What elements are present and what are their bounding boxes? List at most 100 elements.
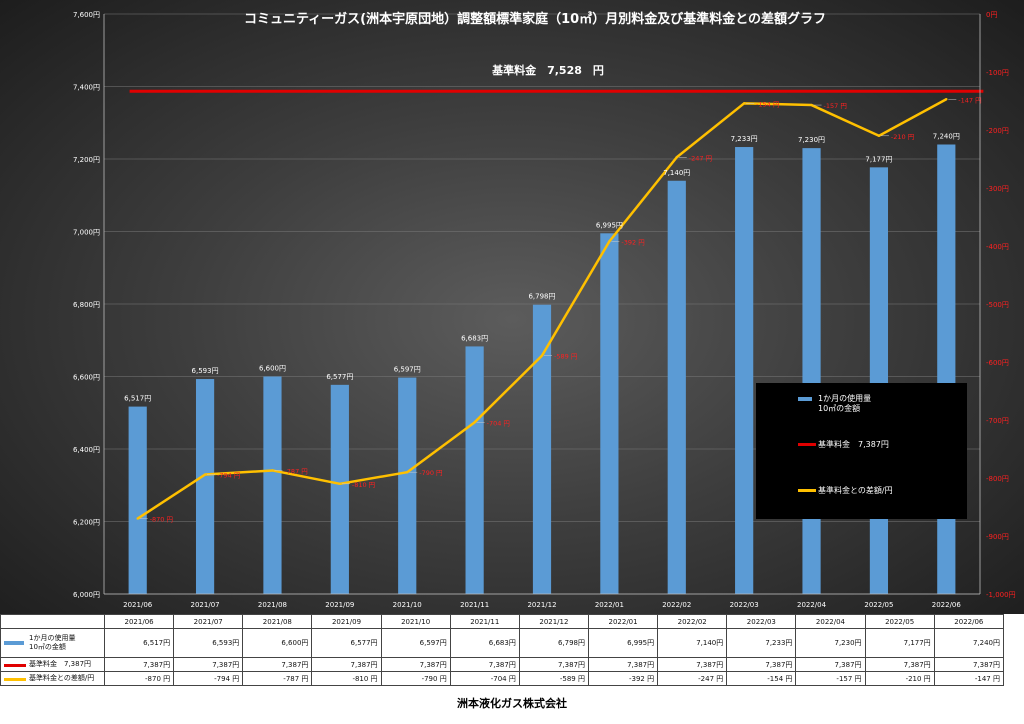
table-cell: 6,577円: [311, 628, 382, 658]
bar-data-label: 6,600円: [259, 365, 286, 373]
table-cell: -790 円: [380, 671, 451, 686]
table-cell: 7,240円: [933, 628, 1005, 658]
data-table: 2021/06 2021/07 2021/08 2021/09 2021/10 …: [0, 614, 1005, 686]
table-body: 1か月の使用量 10㎥の金額 6,517円 6,593円 6,600円 6,577円 6,…: [0, 628, 1005, 686]
bar: [465, 346, 484, 594]
difference-point: [877, 134, 881, 137]
table-cell: 7,233円: [726, 628, 797, 658]
bar: [802, 148, 821, 594]
table-cell: 7,387円: [864, 657, 935, 672]
difference-data-label: -704 円: [487, 419, 510, 427]
right-tick-label: 0円: [986, 11, 997, 19]
table-cell: -210 円: [864, 671, 935, 686]
left-tick-label: 7,000円: [73, 229, 100, 237]
left-tick-label: 7,200円: [73, 156, 100, 164]
table-header: 2021/07: [173, 614, 244, 629]
right-tick-label: -600円: [986, 359, 1009, 367]
line-series: [129, 89, 984, 520]
table-cell: -154 円: [726, 671, 797, 686]
x-tick-label: 2022/06: [932, 601, 962, 609]
table-cell: -794 円: [173, 671, 244, 686]
difference-point: [675, 156, 678, 159]
bar: [532, 304, 552, 594]
bar: [735, 147, 754, 594]
axes: 6,000円 6,200円 6,400円 6,600円 6,800円 7,000円 7,20…: [73, 11, 1016, 609]
difference-point: [608, 240, 611, 243]
table-cell: -704 円: [449, 671, 520, 686]
table-cell: 7,387円: [242, 657, 313, 672]
legend-diff-swatch: [798, 489, 816, 492]
bar-series: [128, 144, 956, 594]
table-header: 2022/01: [587, 614, 659, 629]
bar: [195, 379, 215, 594]
table-cell: 7,387円: [311, 657, 382, 672]
difference-data-label: -247 円: [689, 154, 712, 162]
bar: [869, 167, 889, 594]
difference-data-label: -392 円: [621, 238, 644, 246]
table-cell: 7,140円: [657, 628, 728, 658]
bar: [667, 180, 686, 594]
difference-point: [540, 354, 544, 357]
table-header: 2022/04: [795, 614, 866, 629]
difference-point: [742, 102, 746, 105]
table-header: 2021/11: [449, 614, 520, 629]
x-tick-label: 2022/04: [797, 601, 827, 609]
bar-data-label: 6,517円: [124, 395, 151, 403]
bar-data-label: 7,177円: [865, 155, 892, 163]
x-tick-label: 2021/10: [393, 601, 422, 609]
table-cell: 6,517円: [103, 628, 175, 658]
table-header: 2021/10: [380, 614, 451, 629]
difference-data-label: -157 円: [824, 102, 847, 110]
difference-data-label: -154 円: [756, 100, 779, 108]
right-tick-label: -700円: [986, 417, 1009, 425]
table-row-swatch: [4, 641, 24, 645]
table-header: 2022/02: [657, 614, 728, 629]
table-cell: -810 円: [311, 671, 382, 686]
x-tick-label: 2021/08: [258, 601, 287, 609]
table-cell: -589 円: [518, 671, 589, 686]
table-row-label: 基準料金との差額/円: [0, 671, 105, 686]
table-cell: -157 円: [795, 671, 866, 686]
table-cell: 6,600円: [242, 628, 313, 658]
bar-data-label: 7,140円: [663, 169, 690, 177]
legend-item-bar: 1か月の使用量 10㎥の金額: [756, 393, 967, 423]
table-row-swatch: [4, 663, 26, 667]
right-tick-label: -900円: [986, 533, 1009, 541]
table-row-label-text: 1か月の使用量 10㎥の金額: [29, 634, 76, 651]
bar: [600, 233, 619, 594]
right-tick-label: -400円: [986, 243, 1009, 251]
difference-point: [406, 471, 409, 474]
table-cell: 7,387円: [173, 657, 244, 672]
table-corner: [0, 614, 105, 629]
left-tick-label: 7,400円: [73, 84, 100, 92]
table-cell: 7,387円: [380, 657, 451, 672]
legend-bar-swatch: [798, 397, 812, 401]
chart-title: コミュニティーガス(洲本宇原団地）調整額標準家庭（10㎥）月別料金及び基準料金と…: [244, 11, 826, 27]
difference-data-label: -210 円: [891, 133, 914, 141]
right-tick-label: -300円: [986, 185, 1009, 193]
difference-point: [136, 517, 139, 520]
difference-point: [945, 98, 948, 101]
table-cell: 7,387円: [518, 657, 589, 672]
table-cell: 7,387円: [449, 657, 520, 672]
table-cell: -787 円: [242, 671, 313, 686]
table-cell: 6,597円: [380, 628, 451, 658]
chart-subtitle: 基準料金 7,528 円: [491, 63, 604, 77]
company-name: 洲本液化ガス株式会社: [457, 697, 567, 710]
difference-point: [203, 473, 207, 476]
table-row: 1か月の使用量 10㎥の金額 6,517円 6,593円 6,600円 6,577円 6,…: [0, 628, 1005, 658]
left-tick-label: 6,400円: [73, 446, 100, 454]
gridlines: [104, 13, 980, 595]
bar-data-label: 6,798円: [528, 293, 555, 301]
legend-label-bar: 1か月の使用量 10㎥の金額: [818, 394, 872, 413]
legend-label-base: 基準料金 7,387円: [818, 440, 889, 449]
legend-base-swatch: [798, 443, 816, 446]
legend-item-diff: 基準料金との差額/円: [756, 485, 967, 515]
left-tick-label: 7,600円: [73, 11, 100, 19]
difference-data-label: -787 円: [284, 467, 307, 475]
legend-label-diff: 基準料金との差額/円: [818, 486, 893, 495]
x-tick-label: 2022/01: [595, 601, 624, 609]
table-header: 2022/05: [864, 614, 935, 629]
table-header: 2021/12: [518, 614, 589, 629]
table-header: 2021/06: [103, 614, 175, 629]
